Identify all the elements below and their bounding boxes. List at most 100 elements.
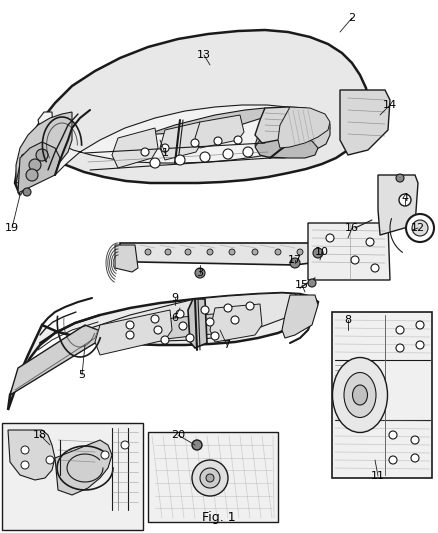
Polygon shape bbox=[112, 128, 158, 168]
Text: 6: 6 bbox=[172, 313, 179, 323]
Circle shape bbox=[175, 155, 185, 165]
Circle shape bbox=[161, 336, 169, 344]
Circle shape bbox=[290, 258, 300, 268]
Circle shape bbox=[406, 214, 434, 242]
Circle shape bbox=[186, 334, 194, 342]
Circle shape bbox=[396, 326, 404, 334]
Circle shape bbox=[192, 460, 228, 496]
Circle shape bbox=[29, 159, 41, 171]
Polygon shape bbox=[115, 245, 138, 272]
Circle shape bbox=[126, 331, 134, 339]
Circle shape bbox=[399, 194, 411, 206]
Circle shape bbox=[246, 302, 254, 310]
Polygon shape bbox=[148, 432, 278, 522]
Circle shape bbox=[396, 344, 404, 352]
Ellipse shape bbox=[332, 358, 388, 432]
Circle shape bbox=[206, 474, 214, 482]
Circle shape bbox=[21, 446, 29, 454]
Text: 9: 9 bbox=[171, 293, 179, 303]
Polygon shape bbox=[340, 90, 390, 155]
Circle shape bbox=[308, 279, 316, 287]
Polygon shape bbox=[255, 138, 318, 158]
Circle shape bbox=[416, 321, 424, 329]
Circle shape bbox=[275, 249, 281, 255]
Circle shape bbox=[121, 441, 129, 449]
Circle shape bbox=[46, 456, 54, 464]
Circle shape bbox=[101, 451, 109, 459]
Polygon shape bbox=[8, 293, 318, 410]
Polygon shape bbox=[308, 223, 390, 280]
Circle shape bbox=[351, 256, 359, 264]
Circle shape bbox=[201, 306, 209, 314]
Polygon shape bbox=[95, 310, 172, 355]
Circle shape bbox=[21, 461, 29, 469]
Circle shape bbox=[36, 149, 48, 161]
Polygon shape bbox=[378, 175, 418, 235]
Polygon shape bbox=[2, 423, 143, 530]
Circle shape bbox=[191, 139, 199, 147]
Circle shape bbox=[192, 440, 202, 450]
Text: 3: 3 bbox=[197, 268, 204, 278]
Polygon shape bbox=[282, 295, 318, 338]
Circle shape bbox=[176, 310, 184, 318]
Circle shape bbox=[326, 234, 334, 242]
Polygon shape bbox=[255, 107, 330, 158]
Circle shape bbox=[179, 322, 187, 330]
Circle shape bbox=[231, 316, 239, 324]
Polygon shape bbox=[160, 122, 202, 160]
Polygon shape bbox=[200, 312, 240, 335]
Circle shape bbox=[23, 188, 31, 196]
Circle shape bbox=[126, 321, 134, 329]
Polygon shape bbox=[278, 107, 330, 148]
Circle shape bbox=[195, 268, 205, 278]
Text: 17: 17 bbox=[288, 255, 302, 265]
Circle shape bbox=[145, 249, 151, 255]
Text: 10: 10 bbox=[315, 247, 329, 257]
Polygon shape bbox=[15, 30, 369, 195]
Text: 5: 5 bbox=[78, 370, 85, 380]
Polygon shape bbox=[8, 430, 55, 480]
Circle shape bbox=[151, 315, 159, 323]
Circle shape bbox=[154, 326, 162, 334]
Circle shape bbox=[389, 456, 397, 464]
Circle shape bbox=[150, 158, 160, 168]
Polygon shape bbox=[188, 299, 207, 348]
Polygon shape bbox=[55, 440, 112, 495]
Circle shape bbox=[396, 174, 404, 182]
Circle shape bbox=[211, 332, 219, 340]
Text: 13: 13 bbox=[197, 50, 211, 60]
Text: 1: 1 bbox=[162, 148, 169, 158]
Text: 11: 11 bbox=[371, 471, 385, 481]
Polygon shape bbox=[10, 325, 103, 395]
Polygon shape bbox=[38, 105, 330, 175]
Circle shape bbox=[234, 136, 242, 144]
Circle shape bbox=[165, 249, 171, 255]
Circle shape bbox=[416, 341, 424, 349]
Text: 20: 20 bbox=[171, 430, 185, 440]
Circle shape bbox=[223, 149, 233, 159]
Circle shape bbox=[252, 249, 258, 255]
Circle shape bbox=[200, 468, 220, 488]
Circle shape bbox=[200, 152, 210, 162]
Circle shape bbox=[371, 264, 379, 272]
Text: 18: 18 bbox=[33, 430, 47, 440]
Ellipse shape bbox=[353, 385, 367, 405]
Circle shape bbox=[243, 147, 253, 157]
Polygon shape bbox=[18, 142, 60, 193]
Circle shape bbox=[297, 249, 303, 255]
Text: 12: 12 bbox=[411, 223, 425, 233]
Text: 4: 4 bbox=[402, 193, 409, 203]
Polygon shape bbox=[158, 315, 200, 340]
Circle shape bbox=[389, 431, 397, 439]
Polygon shape bbox=[120, 243, 325, 265]
Circle shape bbox=[411, 454, 419, 462]
Text: Fig. 1: Fig. 1 bbox=[202, 512, 236, 524]
Text: 7: 7 bbox=[223, 340, 230, 350]
Circle shape bbox=[206, 318, 214, 326]
Text: 8: 8 bbox=[344, 315, 352, 325]
Polygon shape bbox=[16, 112, 72, 195]
Polygon shape bbox=[332, 312, 432, 478]
Text: 2: 2 bbox=[349, 13, 356, 23]
Polygon shape bbox=[210, 304, 262, 342]
Text: 19: 19 bbox=[5, 223, 19, 233]
